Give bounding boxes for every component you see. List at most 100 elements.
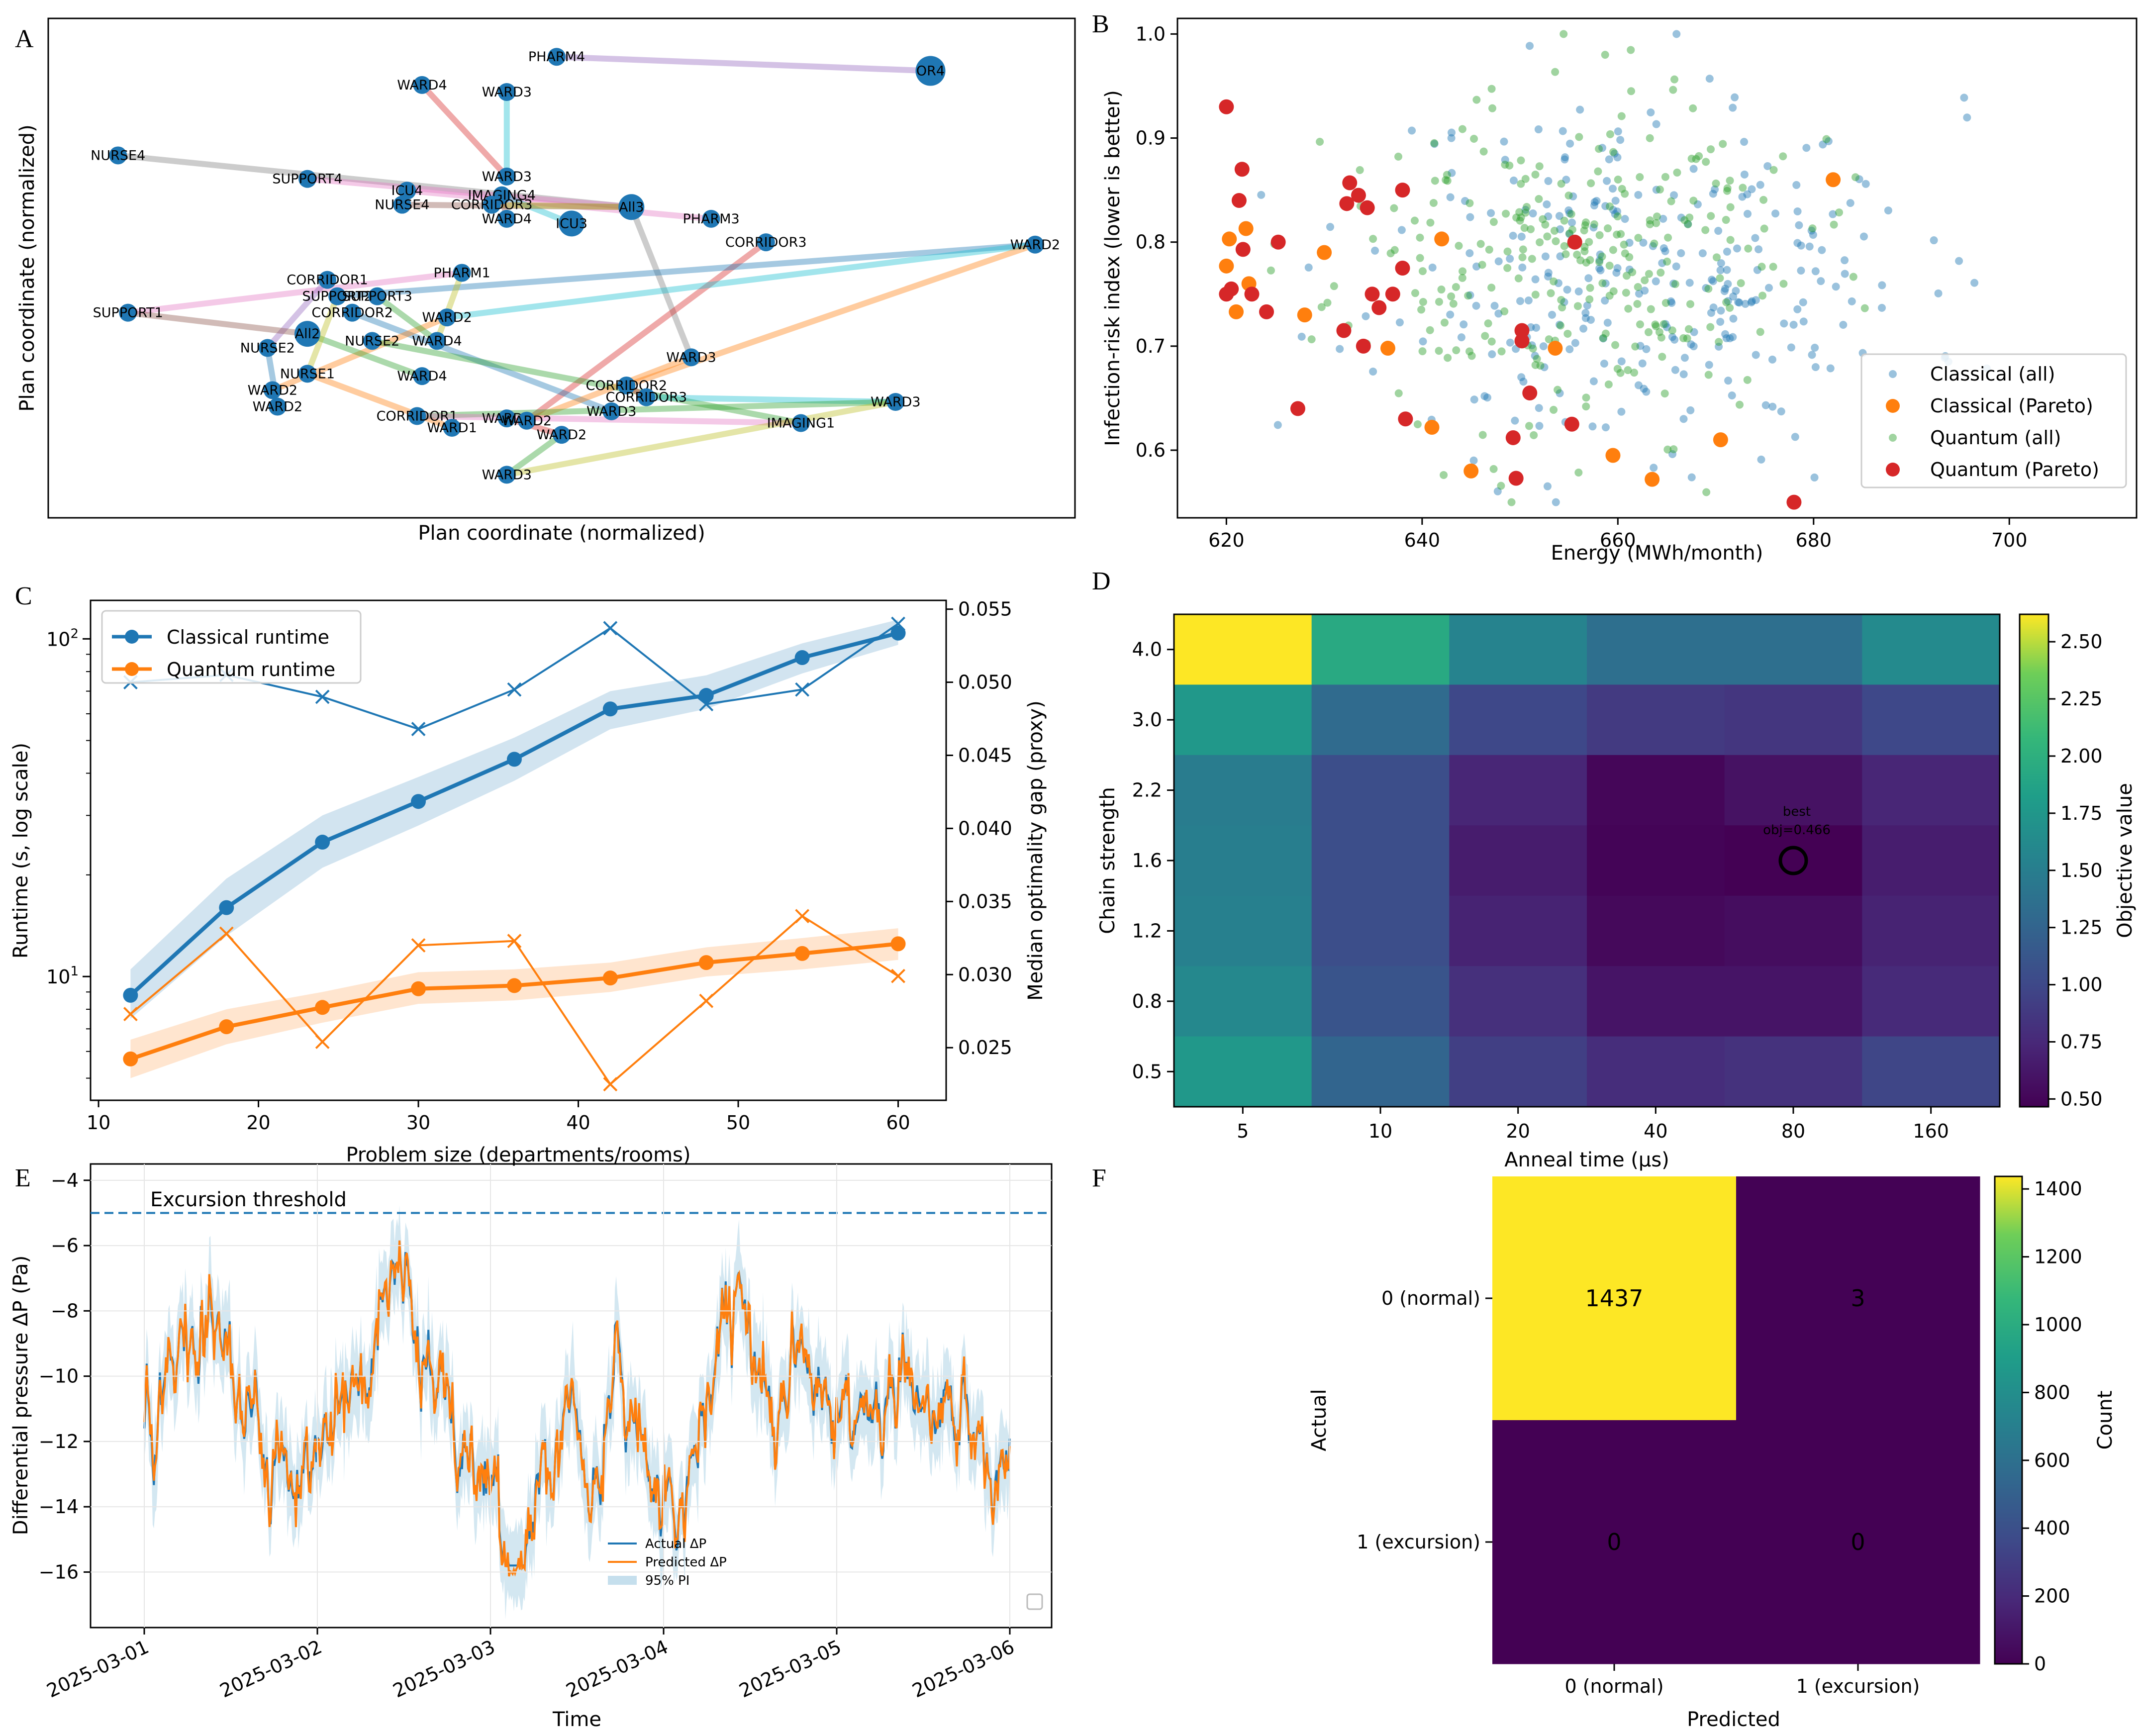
colorbar-tick-label: 1.75 xyxy=(2060,802,2103,824)
scatter-point-pareto xyxy=(1548,341,1563,356)
y-axis-label-c: Runtime (s, log scale) xyxy=(9,743,32,959)
network-edge xyxy=(369,338,804,426)
scatter-point xyxy=(1589,223,1598,232)
network-node-label: WARD4 xyxy=(412,333,462,349)
confusion-cell xyxy=(1492,1420,1737,1664)
scatter-point xyxy=(1670,191,1678,199)
gap-marker xyxy=(507,682,522,697)
scatter-point xyxy=(1478,431,1487,439)
predicted-line xyxy=(143,1240,1011,1577)
scatter-point xyxy=(1316,137,1324,146)
scatter-point xyxy=(1724,297,1732,305)
network-node-label: PHARM3 xyxy=(682,211,739,227)
network-node xyxy=(553,426,571,444)
x-tick-label: 660 xyxy=(1600,529,1636,551)
scatter-point xyxy=(1657,269,1665,277)
y-tick-label: −6 xyxy=(51,1235,79,1256)
panel-letter-b: B xyxy=(1092,10,1109,38)
scatter-point xyxy=(1860,304,1869,312)
scatter-point xyxy=(1478,261,1486,269)
scatter-point xyxy=(1465,347,1474,356)
scatter-point xyxy=(1531,171,1540,179)
scatter-point xyxy=(1625,265,1634,274)
scatter-point xyxy=(1493,487,1502,495)
scatter-point xyxy=(1679,370,1688,379)
scatter-point xyxy=(1636,320,1644,329)
heatmap-cell xyxy=(1311,755,1450,826)
confusion-matrix-panel: 1437 3 0 0 0 (normal) 0 (normal) 1 (excursion… xyxy=(1308,1175,2117,1731)
network-node-label: NURSE4 xyxy=(375,197,429,213)
network-edge xyxy=(523,354,694,424)
scatter-point xyxy=(1590,220,1598,228)
panel-letter-a: A xyxy=(15,25,34,53)
scatter-point xyxy=(1506,338,1514,347)
network-edge xyxy=(553,54,934,74)
scatter-point xyxy=(1257,191,1266,199)
scatter-point xyxy=(1656,186,1664,194)
scatter-point xyxy=(1647,108,1655,117)
scatter-point xyxy=(1410,216,1419,225)
scatter-point xyxy=(1692,155,1700,163)
network-node-label: PHARM4 xyxy=(528,49,585,65)
scatter-point xyxy=(1835,208,1844,217)
network-node xyxy=(318,271,337,289)
scatter-point-pareto xyxy=(1713,432,1728,448)
scatter-point xyxy=(1408,126,1416,135)
network-node-label: SUPPORT3 xyxy=(342,289,412,304)
x-tick-label: 20 xyxy=(246,1112,270,1134)
legend-label-classical-pareto: Classical (Pareto) xyxy=(1930,395,2093,417)
scatter-point xyxy=(1660,389,1669,398)
scatter-point xyxy=(1524,296,1533,305)
scatter-point xyxy=(1752,351,1760,359)
scatter-point xyxy=(1709,277,1717,286)
scatter-point xyxy=(1586,284,1594,292)
scatter-point xyxy=(1487,284,1496,292)
network-node-label: WARD2 xyxy=(253,399,302,414)
scatter-point xyxy=(1627,87,1636,96)
legend-e: Actual ΔP Predicted ΔP 95% PI xyxy=(608,1537,727,1588)
scatter-point xyxy=(1768,355,1776,364)
scatter-point xyxy=(1687,155,1696,163)
scatter-point xyxy=(1416,233,1424,242)
scatter-point xyxy=(1680,216,1689,224)
scatter-point xyxy=(1707,212,1715,220)
legend-label-quantum-pareto: Quantum (Pareto) xyxy=(1930,459,2099,481)
scatter-point xyxy=(1740,138,1749,146)
scatter-point xyxy=(1740,170,1749,179)
scatter-point xyxy=(1709,303,1718,312)
scatter-point xyxy=(1620,240,1628,249)
scatter-point xyxy=(1769,263,1777,271)
scatter-point xyxy=(1560,242,1568,250)
gap-marker xyxy=(603,1077,618,1092)
scatter-point xyxy=(1561,153,1569,162)
network-edge xyxy=(628,204,694,361)
scatter-point xyxy=(1336,345,1344,353)
y-tick-label: −4 xyxy=(51,1169,79,1191)
scatter-point xyxy=(1567,218,1576,227)
scatter-point xyxy=(1747,298,1755,306)
scatter-point xyxy=(1601,296,1609,305)
scatter-point xyxy=(1617,407,1626,416)
heatmap-cell xyxy=(1311,825,1450,896)
heatmap-cell xyxy=(1724,966,1862,1037)
scatter-point xyxy=(1646,134,1654,142)
colorbar-d xyxy=(2019,613,2049,1108)
scatter-point xyxy=(1848,297,1856,305)
scatter-point xyxy=(1589,377,1598,386)
network-panel: PHARM4 OR4 WARD4 WARD3 NURSE4 SUPPORT4 WARD3 IC… xyxy=(16,17,1076,545)
scatter-point xyxy=(1515,208,1524,216)
scatter-point xyxy=(1817,277,1825,286)
colorbar-tick-label: 200 xyxy=(2034,1585,2070,1607)
scatter-point xyxy=(1548,310,1557,319)
scatter-point xyxy=(1419,298,1427,306)
heatmap-cell xyxy=(1587,966,1725,1037)
scatter-point xyxy=(1661,247,1669,255)
legend-box-c xyxy=(101,610,362,684)
scatter-point xyxy=(1759,195,1768,204)
scatter-point xyxy=(1362,312,1370,320)
scatter-point xyxy=(1586,256,1594,264)
runtime-marker xyxy=(123,1051,138,1066)
scatter-point xyxy=(1701,226,1710,234)
scatter-point xyxy=(1628,268,1637,277)
network-node-label: WARD3 xyxy=(482,169,532,185)
